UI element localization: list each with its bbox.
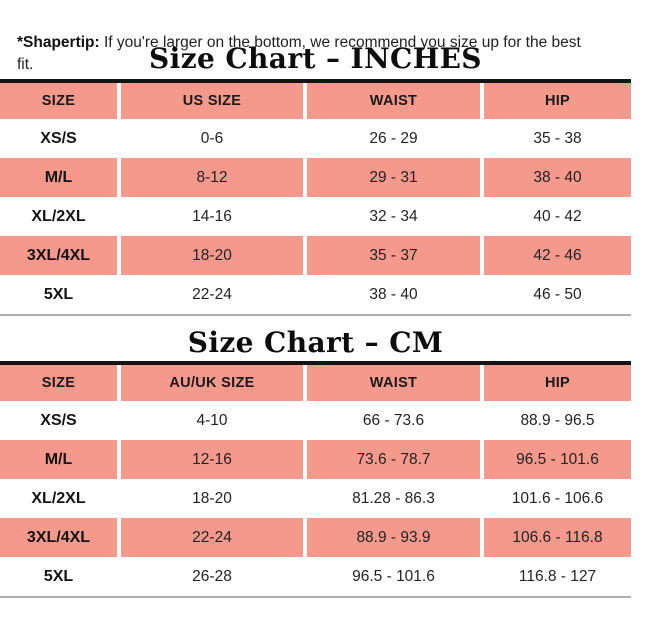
hip-cell: 42 - 46 — [484, 236, 631, 275]
size-chart-inches-table: SIZE US SIZE WAIST HIP XS/S 0-6 26 - 29 … — [0, 79, 631, 316]
us-size-cell: 18-20 — [121, 236, 303, 275]
column-header-us-size: US SIZE — [121, 83, 303, 119]
us-size-cell: 8-12 — [121, 158, 303, 197]
table-row: M/L 12-16 73.6 - 78.7 96.5 - 101.6 — [0, 440, 631, 479]
table-row: XS/S 4-10 66 - 73.6 88.9 - 96.5 — [0, 401, 631, 440]
waist-cell: 29 - 31 — [307, 158, 480, 197]
size-cell: M/L — [0, 158, 117, 197]
hip-cell: 88.9 - 96.5 — [520, 411, 595, 429]
size-cell: XL/2XL — [31, 207, 86, 225]
column-header-waist: WAIST — [307, 365, 480, 401]
column-header-hip: HIP — [484, 83, 631, 119]
shapertip-note: *Shapertip: If you're larger on the bott… — [17, 32, 595, 76]
column-header-waist: WAIST — [307, 83, 480, 119]
table-row: XL/2XL 18-20 81.28 - 86.3 101.6 - 106.6 — [0, 479, 631, 518]
table-header-row: SIZE US SIZE WAIST HIP — [0, 79, 631, 119]
hip-cell: 38 - 40 — [484, 158, 631, 197]
auuk-size-cell: 22-24 — [121, 518, 303, 557]
hip-cell: 96.5 - 101.6 — [484, 440, 631, 479]
us-size-cell: 0-6 — [200, 129, 224, 147]
waist-cell: 88.9 - 93.9 — [307, 518, 480, 557]
shapertip-note-label: *Shapertip: — [17, 33, 100, 51]
us-size-cell: 22-24 — [192, 285, 232, 303]
waist-cell: 26 - 29 — [369, 129, 418, 147]
size-cell: XS/S — [40, 129, 77, 147]
hip-cell: 116.8 - 127 — [518, 567, 597, 585]
auuk-size-cell: 4-10 — [196, 411, 228, 429]
waist-cell: 32 - 34 — [369, 207, 418, 225]
table-row: 3XL/4XL 22-24 88.9 - 93.9 106.6 - 116.8 — [0, 518, 631, 557]
size-cell: M/L — [0, 440, 117, 479]
hip-cell: 101.6 - 106.6 — [511, 489, 604, 507]
hip-cell: 46 - 50 — [533, 285, 582, 303]
size-cell: XL/2XL — [31, 489, 86, 507]
waist-cell: 66 - 73.6 — [362, 411, 425, 429]
column-header-auuk-size: AU/UK SIZE — [121, 365, 303, 401]
auuk-size-cell: 12-16 — [121, 440, 303, 479]
table-row: XS/S 0-6 26 - 29 35 - 38 — [0, 119, 631, 158]
us-size-cell: 14-16 — [192, 207, 232, 225]
column-header-hip: HIP — [484, 365, 631, 401]
size-chart-cm-table: SIZE AU/UK SIZE WAIST HIP XS/S 4-10 66 -… — [0, 361, 631, 598]
title-size-chart-inches: Size Chart – INCHES — [149, 42, 482, 75]
size-cell: 3XL/4XL — [0, 518, 117, 557]
size-cell: 5XL — [43, 285, 74, 303]
table-row: 5XL 22-24 38 - 40 46 - 50 — [0, 275, 631, 314]
column-header-size: SIZE — [0, 83, 117, 119]
table-row: XL/2XL 14-16 32 - 34 40 - 42 — [0, 197, 631, 236]
waist-cell: 81.28 - 86.3 — [352, 489, 435, 507]
shapertip-note-text: If you're larger on the bottom, we recom… — [17, 33, 581, 73]
column-header-size: SIZE — [0, 365, 117, 401]
auuk-size-cell: 26-28 — [192, 567, 232, 585]
hip-cell: 106.6 - 116.8 — [484, 518, 631, 557]
table-row: 5XL 26-28 96.5 - 101.6 116.8 - 127 — [0, 557, 631, 596]
table-header-row: SIZE AU/UK SIZE WAIST HIP — [0, 361, 631, 401]
size-cell: XS/S — [40, 411, 77, 429]
table-row: M/L 8-12 29 - 31 38 - 40 — [0, 158, 631, 197]
waist-cell: 35 - 37 — [307, 236, 480, 275]
hip-cell: 40 - 42 — [533, 207, 582, 225]
auuk-size-cell: 18-20 — [192, 489, 232, 507]
size-cell: 5XL — [43, 567, 74, 585]
waist-cell: 73.6 - 78.7 — [307, 440, 480, 479]
title-size-chart-cm: Size Chart – CM — [187, 326, 444, 359]
waist-cell: 38 - 40 — [369, 285, 418, 303]
hip-cell: 35 - 38 — [533, 129, 582, 147]
size-cell: 3XL/4XL — [0, 236, 117, 275]
waist-cell: 96.5 - 101.6 — [352, 567, 435, 585]
table-row: 3XL/4XL 18-20 35 - 37 42 - 46 — [0, 236, 631, 275]
